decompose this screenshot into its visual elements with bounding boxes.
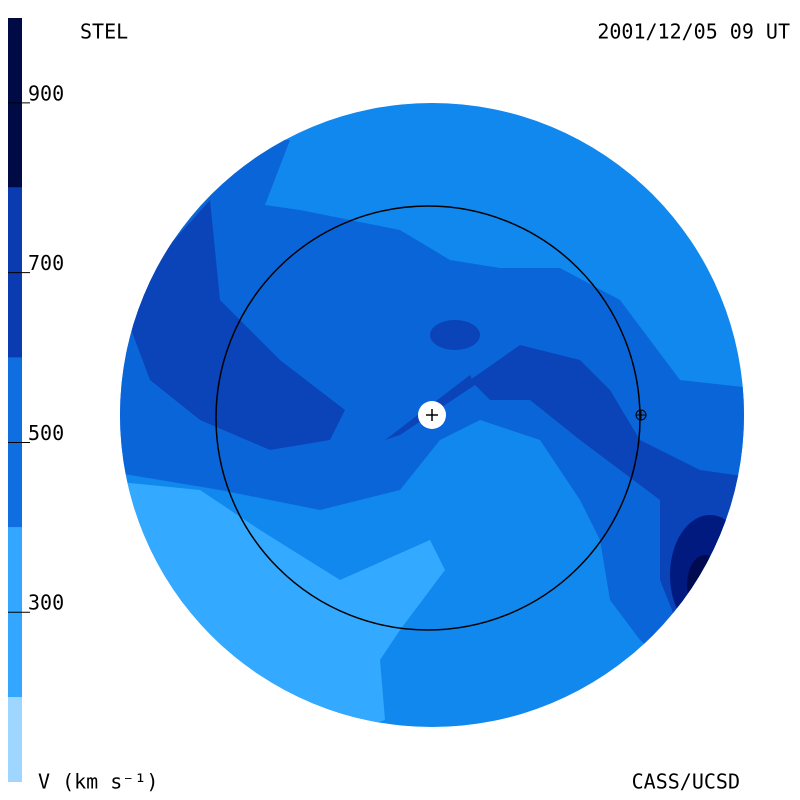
map-region	[670, 515, 744, 635]
earth-marker	[636, 410, 646, 420]
timestamp: 2001/12/05 09 UT	[597, 20, 790, 44]
colorbar-band	[8, 697, 22, 782]
colorbar-tick-label: 900	[28, 81, 64, 105]
colorbar-label: V (km s⁻¹)	[38, 770, 158, 794]
map-region	[120, 200, 345, 450]
credit: CASS/UCSD	[632, 770, 740, 794]
colorbar-tick-label: 300	[28, 591, 64, 615]
sun-marker	[426, 409, 438, 421]
observatory: STEL	[80, 20, 128, 44]
colorbar-tick-label: 500	[28, 421, 64, 445]
map-region	[120, 140, 744, 727]
earth-orbit	[215, 205, 641, 631]
colorbar-tick-label: 700	[28, 251, 64, 275]
map-region	[430, 320, 480, 350]
map-region	[687, 555, 723, 615]
